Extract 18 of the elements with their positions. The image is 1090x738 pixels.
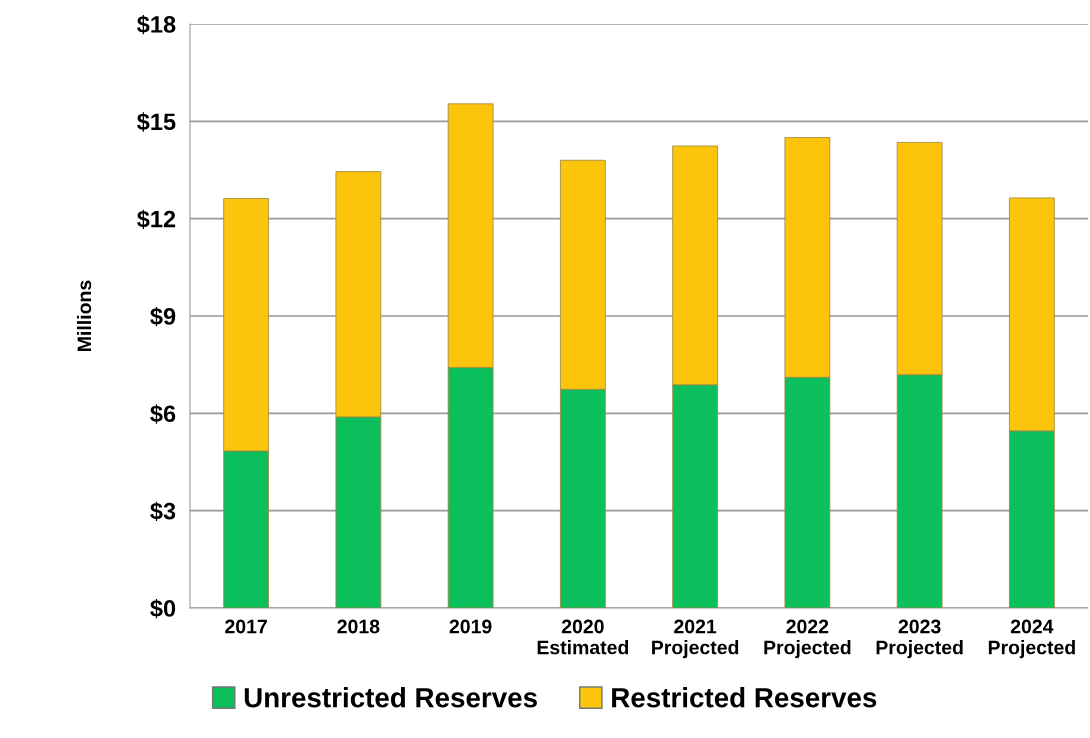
- x-tick-label: 2021 Projected: [652, 619, 739, 659]
- y-tick-label: $6: [150, 404, 176, 424]
- y-tick-label: $3: [150, 501, 176, 521]
- x-tick-label: 2019: [449, 619, 492, 634]
- y-tick-label: $12: [137, 209, 176, 229]
- x-tick-label: 2017: [225, 619, 267, 634]
- y-tick-label: $15: [137, 112, 176, 132]
- x-tick-label: 2024 Projected: [988, 619, 1075, 659]
- y-tick-label: $9: [150, 307, 176, 327]
- legend-label: Restricted Reserves: [612, 687, 877, 708]
- x-tick-label: 2020 Estimated: [537, 619, 629, 655]
- x-tick-label: 2018: [337, 619, 380, 634]
- x-tick-label: 2022 Projected: [764, 619, 851, 659]
- y-tick-label: $0: [150, 599, 176, 619]
- legend-label: Unrestricted Reserves: [244, 687, 537, 708]
- y-axis-title: Millions: [76, 280, 92, 351]
- x-tick-label: 2023 Projected: [876, 619, 963, 659]
- y-tick-label: $18: [137, 15, 176, 35]
